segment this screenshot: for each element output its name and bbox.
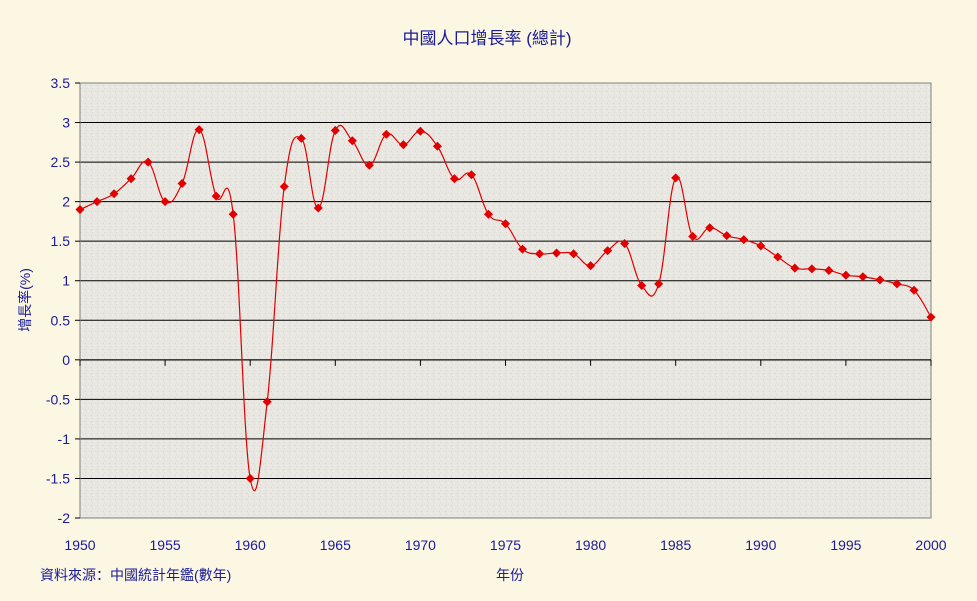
x-axis-tick-labels: 1950 1955 1960 1965 1970 1975 1980 1985 1990 1995… <box>64 537 946 553</box>
data-point <box>126 174 136 184</box>
data-point <box>466 170 476 180</box>
data-point <box>909 285 919 295</box>
plot-area <box>79 82 932 519</box>
x-tick-label: 2000 <box>915 537 946 553</box>
x-axis <box>79 83 932 518</box>
data-point <box>892 279 902 289</box>
y-tick-label: -1.5 <box>46 470 70 486</box>
x-tick-label: 1965 <box>320 537 351 553</box>
x-tick-label: 1980 <box>575 537 606 553</box>
y-tick-label: 1.5 <box>51 233 71 249</box>
y-tick-label: 3.5 <box>51 75 71 91</box>
y-tick-label: -0.5 <box>46 391 70 407</box>
y-tick-label: 2 <box>62 194 70 210</box>
data-point <box>228 209 238 219</box>
data-point <box>535 249 545 259</box>
y-tick-label: 0 <box>62 352 70 368</box>
x-tick-label: 1985 <box>660 537 691 553</box>
data-point <box>279 182 289 192</box>
x-axis-title: 年份 <box>496 567 524 583</box>
x-tick-label: 1990 <box>745 537 776 553</box>
y-tick-label: -1 <box>58 431 71 447</box>
y-axis-title: 增長率(%) <box>17 268 33 332</box>
data-point <box>143 157 153 167</box>
data-point <box>790 263 800 273</box>
x-tick-label: 1950 <box>64 537 95 553</box>
gridlines <box>80 122 931 479</box>
data-point <box>92 197 102 207</box>
y-tick-label: 0.5 <box>51 312 71 328</box>
y-tick-label: -2 <box>58 510 71 526</box>
data-point <box>586 261 596 271</box>
data-point <box>415 126 425 136</box>
x-tick-label: 1995 <box>830 537 861 553</box>
data-point <box>109 189 119 199</box>
data-point <box>364 160 374 170</box>
x-tick-label: 1975 <box>490 537 521 553</box>
data-point <box>245 473 255 483</box>
data-point <box>330 125 340 135</box>
x-tick-label: 1955 <box>150 537 181 553</box>
data-point <box>194 125 204 135</box>
data-point <box>177 178 187 188</box>
data-point <box>637 280 647 290</box>
data-point <box>381 129 391 139</box>
y-axis: 3.5 3 2.5 2 1.5 1 0.5 0 -0.5 -1 -1.5 -2 <box>46 75 80 526</box>
x-tick-label: 1970 <box>405 537 436 553</box>
chart-title: 中國人口增長率 (總計) <box>402 29 571 48</box>
data-point <box>688 231 698 241</box>
y-tick-label: 3 <box>62 115 70 131</box>
data-point <box>654 279 664 289</box>
y-tick-label: 2.5 <box>51 154 71 170</box>
data-point <box>75 205 85 215</box>
x-tick-label: 1960 <box>235 537 266 553</box>
source-note: 資料來源：中國統計年鑑(數年) <box>40 567 231 583</box>
y-tick-label: 1 <box>62 273 70 289</box>
